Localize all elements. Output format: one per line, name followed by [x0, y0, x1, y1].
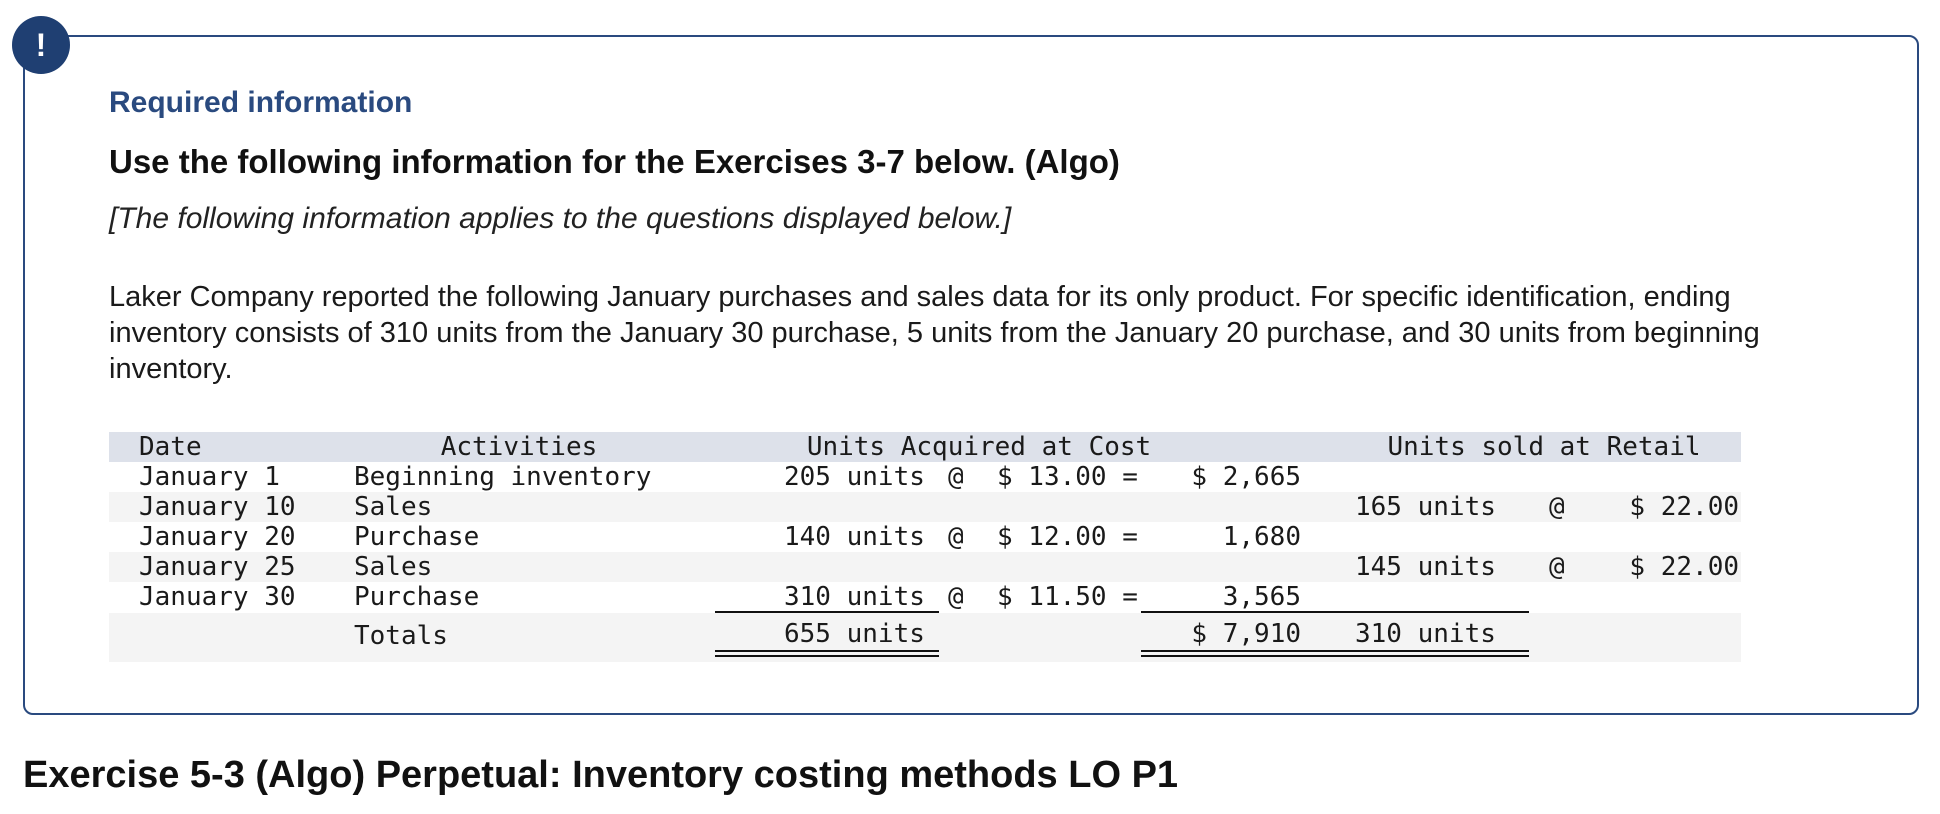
header-units-sold: Units sold at Retail — [1387, 432, 1701, 462]
row-sold-units: 145 units — [1355, 552, 1496, 582]
row-activity: Sales — [354, 492, 433, 522]
row-acquired-units: 140 units — [784, 522, 925, 552]
applies-note: [The following information applies to th… — [109, 202, 1012, 235]
total-double-rule-acquired-units — [715, 650, 939, 652]
row-acquired-at: @ — [948, 462, 964, 492]
row-acquired-price: $ 13.00 = — [997, 462, 1138, 492]
required-info-panel — [23, 35, 1919, 715]
inventory-data-table: Date Activities Units Acquired at Cost U… — [109, 432, 1741, 662]
row-band — [109, 492, 1741, 522]
exercise-title: Exercise 5-3 (Algo) Perpetual: Inventory… — [23, 754, 1179, 796]
row-date: January 25 — [139, 552, 296, 582]
required-info-title: Required information — [109, 86, 413, 119]
subtotal-rule-totals-sold — [1141, 611, 1529, 613]
table-header-band — [109, 432, 1741, 462]
row-activity: Sales — [354, 552, 433, 582]
row-activity: Purchase — [354, 582, 480, 612]
row-date: January 20 — [139, 522, 296, 552]
totals-sold-units: 310 units — [1355, 619, 1496, 649]
row-acquired-units: 205 units — [784, 462, 925, 492]
row-sold-price: $ 22.00 — [1629, 552, 1739, 582]
total-double-rule-totals-sold — [1141, 655, 1529, 657]
header-activities: Activities — [440, 432, 598, 462]
row-sold-units: 165 units — [1355, 492, 1496, 522]
total-double-rule-acquired-units — [715, 655, 939, 657]
row-acquired-total: 1,680 — [1222, 522, 1301, 552]
instructions-heading: Use the following information for the Ex… — [109, 143, 1120, 180]
row-acquired-units: 310 units — [784, 582, 925, 612]
header-date: Date — [139, 432, 202, 462]
row-sold-at: @ — [1549, 552, 1565, 582]
row-activity: Purchase — [354, 522, 480, 552]
row-activity: Beginning inventory — [354, 462, 652, 492]
row-acquired-at: @ — [948, 522, 964, 552]
alert-icon: ! — [12, 16, 70, 74]
totals-acquired-units: 655 units — [784, 619, 925, 649]
row-acquired-price: $ 11.50 = — [997, 582, 1138, 612]
row-date: January 10 — [139, 492, 296, 522]
row-sold-price: $ 22.00 — [1629, 492, 1739, 522]
row-acquired-total: $ 2,665 — [1191, 462, 1301, 492]
totals-band — [109, 613, 1741, 662]
row-date: January 30 — [139, 582, 296, 612]
row-acquired-total: 3,565 — [1222, 582, 1301, 612]
subtotal-rule-acquired-units — [715, 611, 939, 613]
totals-label: Totals — [354, 621, 448, 651]
total-double-rule-totals-sold — [1141, 650, 1529, 652]
totals-acquired-cost: $ 7,910 — [1191, 619, 1301, 649]
header-units-acquired: Units Acquired at Cost — [806, 432, 1152, 462]
problem-paragraph: Laker Company reported the following Jan… — [109, 281, 1760, 385]
row-acquired-price: $ 12.00 = — [997, 522, 1138, 552]
row-band — [109, 552, 1741, 582]
row-sold-at: @ — [1549, 492, 1565, 522]
row-acquired-at: @ — [948, 582, 964, 612]
row-date: January 1 — [139, 462, 280, 492]
